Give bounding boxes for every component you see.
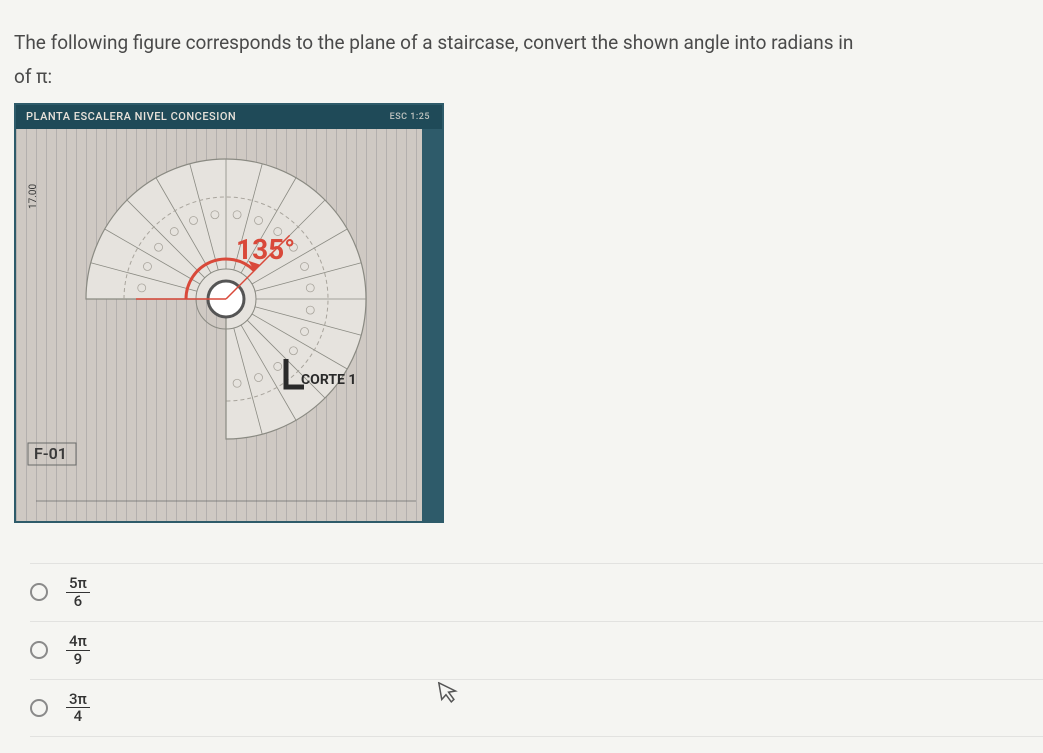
answer-list: 5π 6 4π 9 3π 4 — [0, 563, 1043, 737]
figure-scale: ESC 1:25 — [390, 112, 430, 122]
fraction: 3π 4 — [66, 691, 90, 725]
figure-title: PLANTA ESCALERA NIVEL CONCESION — [26, 110, 236, 123]
fraction: 4π 9 — [66, 633, 90, 667]
question-area: The following figure corresponds to the … — [0, 0, 1043, 523]
fraction: 5π 6 — [66, 575, 90, 609]
floor-label: F-01 — [34, 444, 67, 463]
dim-left: 17.00 — [28, 183, 39, 208]
radio-icon[interactable] — [30, 583, 48, 601]
question-line-1: The following figure corresponds to the … — [14, 28, 1043, 58]
question-line-2: of π: — [14, 62, 1043, 92]
answer-option[interactable]: 4π 9 — [30, 621, 1043, 679]
answer-option[interactable]: 3π 4 — [30, 679, 1043, 737]
radio-icon[interactable] — [30, 641, 48, 659]
staircase-svg: 135° CORTE 1 F-01 17.00 — [16, 129, 444, 523]
staircase-figure: PLANTA ESCALERA NIVEL CONCESION ESC 1:25… — [14, 103, 444, 523]
corte-label: CORTE 1 — [301, 372, 356, 388]
figure-title-bar: PLANTA ESCALERA NIVEL CONCESION ESC 1:25 — [16, 105, 442, 129]
radio-icon[interactable] — [30, 699, 48, 717]
answer-option[interactable]: 5π 6 — [30, 563, 1043, 621]
